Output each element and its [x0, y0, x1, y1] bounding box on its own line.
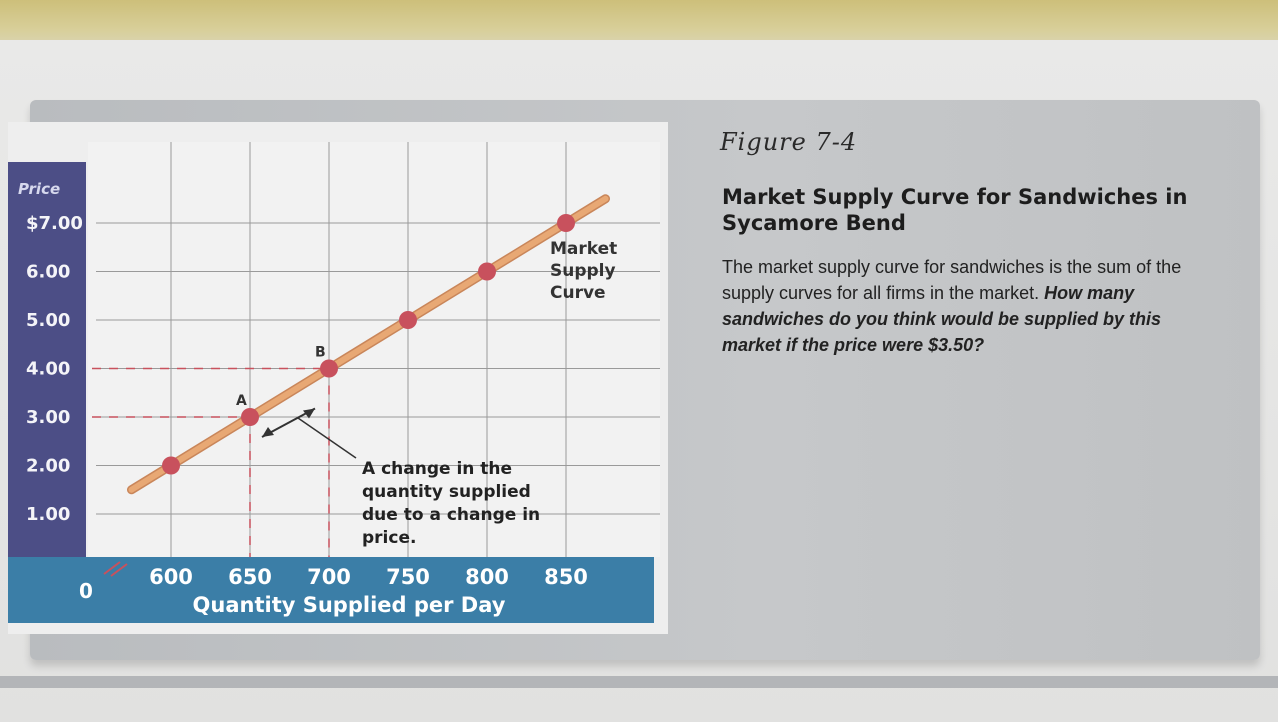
point-label: B: [315, 345, 326, 361]
origin-label: 0: [79, 579, 93, 603]
annotation-text: A change in the: [362, 459, 512, 479]
supply-point: [162, 456, 180, 475]
x-tick-label: 850: [544, 565, 588, 589]
x-tick-label: 600: [149, 565, 193, 589]
y-tick-label: 1.00: [26, 504, 70, 525]
arrow-head: [262, 427, 274, 437]
supply-chart: Price $7.00 6.00 5.00 4.00 3.00 2.00 1.00 600 650…: [8, 122, 668, 634]
supply-curve: [128, 195, 609, 493]
supply-point: [399, 311, 417, 329]
plot-area: [88, 142, 660, 557]
supply-point: [478, 262, 496, 281]
x-tick-label: 700: [307, 565, 351, 589]
y-tick-label: 3.00: [26, 407, 70, 428]
figure-title: Market Supply Curve for Sandwiches in Sy…: [722, 185, 1188, 235]
axis-break-mark: [103, 561, 121, 575]
y-tick-label: 6.00: [26, 262, 70, 283]
annotation-text: quantity supplied: [362, 482, 531, 502]
figure-caption: The market supply curve for sandwiches i…: [722, 254, 1182, 358]
x-tick-label: 650: [228, 565, 272, 589]
arrow-head: [303, 408, 315, 419]
figure-label: Figure 7-4: [720, 128, 858, 156]
annotation-leader: [297, 417, 357, 459]
caption-question: How many sandwiches do you think would b…: [722, 283, 1162, 355]
annotation-text: due to a change in: [362, 505, 540, 525]
chart-svg: Price $7.00 6.00 5.00 4.00 3.00 2.00 1.00 600 650…: [8, 142, 660, 623]
page-divider: [0, 676, 1278, 688]
x-axis-band: [8, 557, 654, 623]
y-tick-label: $7.00: [26, 213, 83, 234]
curve-label: Supply: [550, 261, 616, 281]
curve-label: Market: [550, 239, 617, 259]
x-tick-label: 800: [465, 565, 509, 589]
curve-label: Curve: [550, 283, 606, 303]
y-axis-label: Price: [18, 180, 60, 198]
point-label: A: [236, 393, 247, 409]
y-tick-label: 4.00: [26, 359, 70, 380]
annotation-text: price.: [362, 528, 416, 548]
y-tick-label: 5.00: [26, 310, 70, 331]
supply-point: [241, 408, 259, 426]
y-tick-label: 2.00: [26, 456, 70, 477]
caption-text: The market supply curve for sandwiches i…: [722, 257, 1182, 303]
x-tick-label: 750: [386, 565, 430, 589]
supply-point: [320, 359, 338, 378]
y-axis-band: [8, 162, 86, 582]
axis-break-mark: [110, 563, 128, 577]
x-axis-label: Quantity Supplied per Day: [193, 593, 506, 617]
supply-point: [557, 214, 575, 232]
